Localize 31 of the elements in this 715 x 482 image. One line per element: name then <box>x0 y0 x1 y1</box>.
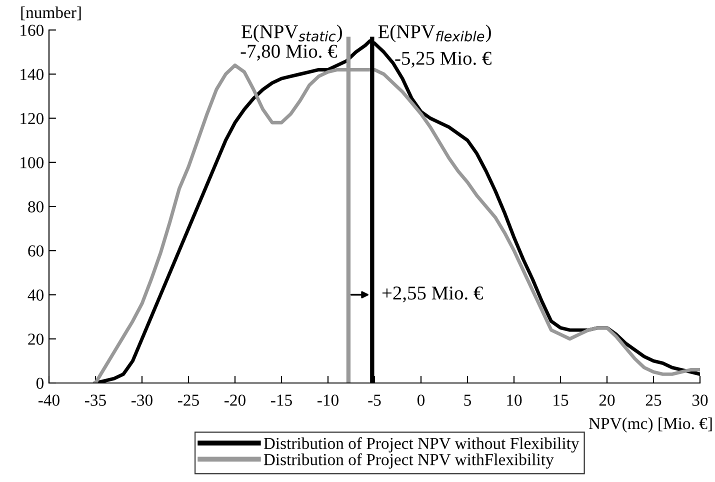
y-axis-title: [number] <box>21 6 81 20</box>
x-tick-label: 5 <box>464 394 472 406</box>
x-tick-label: -20 <box>224 394 246 406</box>
x-tick-label: -10 <box>318 394 338 406</box>
x-tick-label: -30 <box>132 394 152 406</box>
y-tick-label: 140 <box>20 68 44 80</box>
y-tick-label: 20 <box>28 334 44 345</box>
y-tick-label: 0 <box>36 378 44 389</box>
ref-line-label: E(NPV$_{flexible}$) -5,25 Mio. € <box>378 24 492 68</box>
x-tick-label: 0 <box>417 394 425 406</box>
ref-line-label: E(NPV$_{static}$) -7,80 Mio. € <box>240 24 342 61</box>
legend-label: Distribution of Project NPV withFlexibility <box>264 453 554 469</box>
x-tick-label: -40 <box>38 394 60 406</box>
x-tick-label: 25 <box>646 394 662 406</box>
x-tick-label: 10 <box>507 394 522 406</box>
y-tick-label: 120 <box>20 112 44 124</box>
x-tick-label: 15 <box>554 394 568 406</box>
y-tick-label: 80 <box>28 201 44 212</box>
x-axis-title: NPV(mc) [Mio. €] <box>588 417 712 433</box>
x-tick-label: -15 <box>271 394 292 406</box>
x-tick-label: -35 <box>85 394 106 406</box>
x-tick-label: 20 <box>599 394 615 406</box>
annotation: +2,55 Mio. € <box>382 286 483 302</box>
x-tick-label: 30 <box>692 394 708 406</box>
x-tick-label: -25 <box>178 394 199 406</box>
y-tick-label: 60 <box>28 245 44 257</box>
legend-label: Distribution of Project NPV without Flexibility <box>264 437 580 453</box>
y-tick-label: 160 <box>20 24 44 36</box>
y-tick-label: 100 <box>20 157 44 168</box>
x-tick-label: -5 <box>368 394 381 406</box>
y-tick-label: 40 <box>28 289 44 301</box>
